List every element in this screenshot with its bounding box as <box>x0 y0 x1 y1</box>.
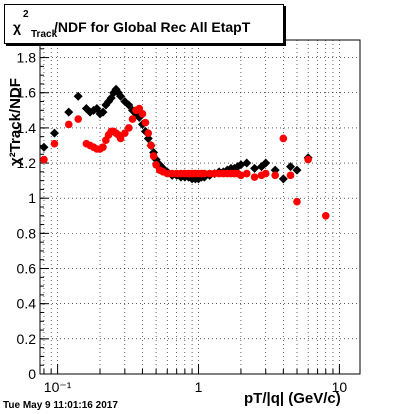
title-subscript: Track <box>31 29 58 40</box>
data-point-series-0 <box>98 107 108 117</box>
data-point-series-0 <box>292 165 302 175</box>
data-point-series-0 <box>120 97 130 107</box>
data-point-series-1 <box>128 115 137 123</box>
data-point-series-1 <box>286 171 295 180</box>
data-point-series-1 <box>64 120 73 129</box>
x-tick-label: 10 <box>332 379 348 395</box>
x-axis-label: pT/|q| (GeV/c) <box>244 390 341 407</box>
data-point-series-1 <box>279 134 288 143</box>
x-tick-label: 10⁻¹ <box>44 379 72 395</box>
data-point-series-1 <box>250 173 259 181</box>
plot-frame <box>39 39 361 375</box>
y-tick-label: 0.4 <box>17 296 37 312</box>
timestamp: Tue May 9 11:01:16 2017 <box>3 400 118 411</box>
data-point-series-1 <box>261 169 270 178</box>
data-point-series-1 <box>50 139 59 148</box>
data-point-series-1 <box>200 169 209 178</box>
x-axis: 10⁻¹ 1 10 <box>43 364 348 395</box>
data-point-series-0 <box>261 158 271 168</box>
data-marks <box>39 84 330 220</box>
data-point-series-1 <box>304 155 312 164</box>
data-point-series-0 <box>49 128 59 138</box>
title-chi: χ <box>13 19 22 35</box>
y-tick-label: 0.6 <box>17 261 37 277</box>
y-tick-label: 0 <box>28 366 36 382</box>
data-point-series-0 <box>278 174 288 184</box>
data-point-series-1 <box>99 143 107 152</box>
y-axis-label: χ²Track/NDF <box>7 78 24 166</box>
data-point-series-1 <box>147 141 155 150</box>
data-point-series-1 <box>242 169 251 178</box>
x-tick-label: 1 <box>195 379 203 395</box>
title-box: χ 2 Track /NDF for Global Rec All EtapT <box>4 4 284 44</box>
data-point-series-1 <box>321 211 330 220</box>
data-point-series-1 <box>74 115 82 123</box>
data-point-series-1 <box>271 171 279 180</box>
data-point-series-1 <box>144 129 153 137</box>
data-point-series-1 <box>237 171 245 180</box>
data-point-series-1 <box>149 152 158 160</box>
y-tick-label: 1.4 <box>17 120 37 136</box>
data-point-series-0 <box>116 91 126 101</box>
data-point-series-1 <box>121 129 129 137</box>
y-tick-label: 1.6 <box>17 85 37 101</box>
data-point-series-0 <box>73 91 83 101</box>
data-point-series-0 <box>242 158 252 168</box>
data-point-series-0 <box>39 142 49 152</box>
y-tick-label: 0.2 <box>17 331 37 347</box>
y-tick-label: 1.8 <box>17 50 37 66</box>
title-superscript: 2 <box>23 9 29 20</box>
data-point-series-1 <box>293 197 301 206</box>
data-point-series-1 <box>124 124 133 132</box>
data-point-series-0 <box>250 163 260 173</box>
data-point-series-0 <box>286 162 296 172</box>
data-point-series-1 <box>40 155 48 164</box>
title-text: /NDF for Global Rec All EtapT <box>54 19 251 35</box>
y-tick-label: 0.8 <box>17 225 37 241</box>
data-point-series-1 <box>138 110 147 118</box>
data-point-series-1 <box>141 118 150 127</box>
grid-lines <box>40 40 360 375</box>
y-tick-label: 1 <box>28 190 36 206</box>
data-point-series-1 <box>116 134 125 143</box>
y-tick-label: 1.2 <box>17 155 37 171</box>
data-point-series-0 <box>64 107 74 117</box>
y-axis: 0 0.2 0.4 0.6 0.8 1 1.2 1.4 1.6 1.8 <box>17 39 49 382</box>
